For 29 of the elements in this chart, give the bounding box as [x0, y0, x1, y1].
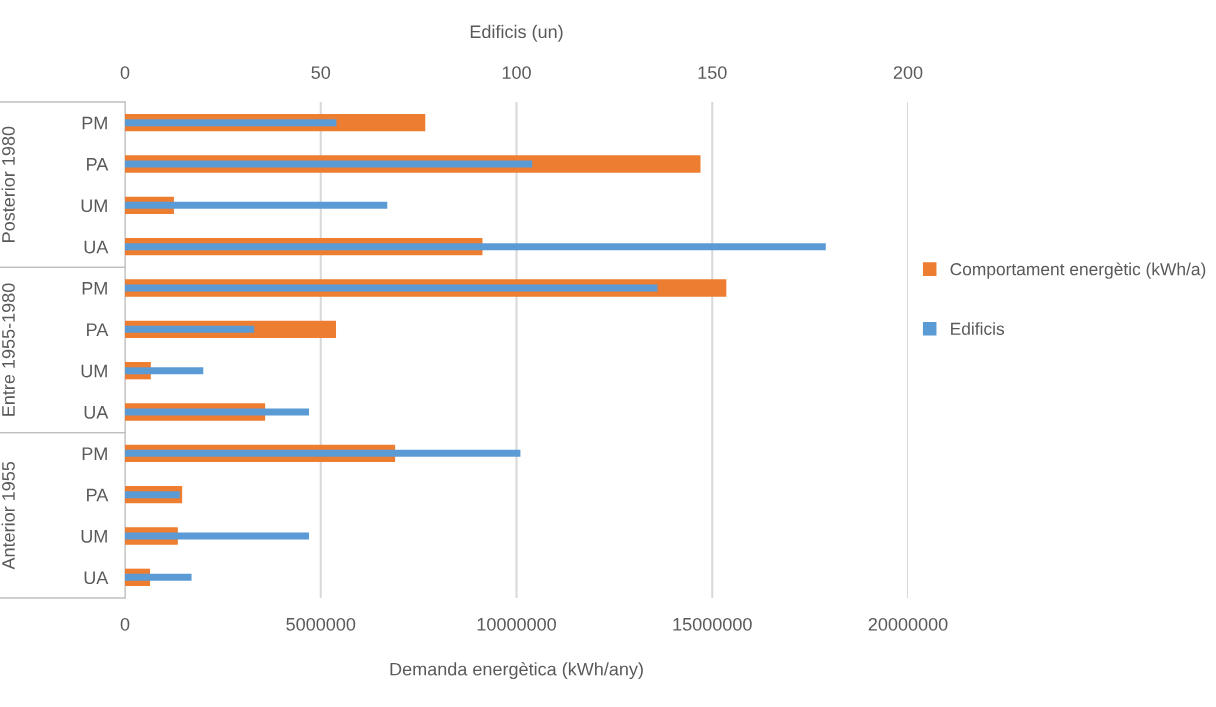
- y-tick-label: UM: [81, 530, 107, 543]
- x-tick-label: 0: [120, 617, 130, 631]
- x-axis-title: Demanda energètica (kWh/any): [390, 662, 643, 680]
- y-tick-label: PA: [87, 323, 109, 336]
- y-tick-label: UA: [84, 240, 109, 254]
- y-tick-label: PM: [82, 447, 107, 460]
- y-tick-label: UM: [81, 364, 107, 378]
- x2-axis-title: Edificis (un): [470, 24, 563, 42]
- text: Posterior 1980: [1, 126, 15, 242]
- y-tick-label: PA: [87, 158, 109, 171]
- x2-tick-label: 0: [120, 66, 130, 79]
- y-tick-label: PA: [87, 488, 109, 502]
- x2-tick-label: 50: [311, 66, 331, 79]
- x2-tick-label: 150: [698, 66, 727, 79]
- legend-label: Comportament energètic (kWh/a): [950, 262, 1206, 279]
- legend-label: Edificis: [951, 322, 1005, 335]
- y-tick-label: PM: [82, 282, 107, 295]
- y-tick-label: PM: [82, 116, 107, 130]
- x-tick-label: 5000000: [286, 617, 356, 631]
- x-tick-label: 20000000: [868, 617, 948, 631]
- x2-tick-label: 100: [502, 66, 531, 79]
- y-tick-label: UM: [81, 199, 107, 213]
- x2-tick-label: 200: [893, 66, 923, 79]
- x-tick-label: 10000000: [477, 617, 556, 631]
- text: Anterior 1955: [1, 461, 15, 570]
- y-tick-label: UA: [84, 571, 109, 585]
- x-tick-label: 15000000: [673, 617, 752, 631]
- text: Entre 1955-1980: [2, 283, 15, 416]
- y-tick-label: UA: [84, 406, 109, 419]
